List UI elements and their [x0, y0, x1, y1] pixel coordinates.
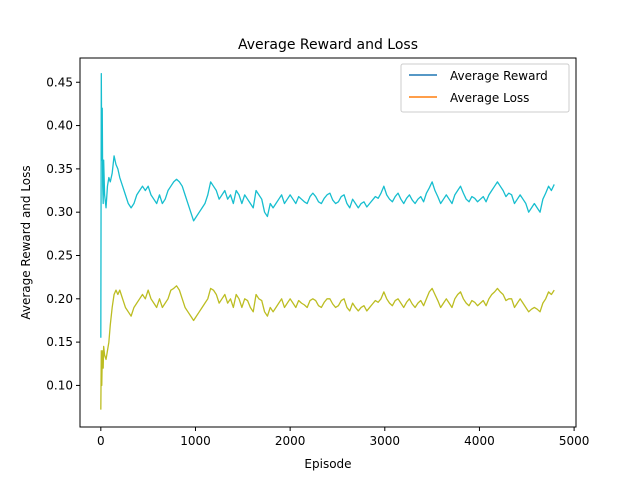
legend-label-average-loss: Average Loss — [450, 91, 529, 105]
y-tick-label: 0.35 — [46, 162, 73, 176]
y-axis-label: Average Reward and Loss — [19, 165, 33, 319]
series-line-1 — [100, 285, 555, 410]
y-tick-label: 0.20 — [46, 292, 73, 306]
y-tick-label: 0.15 — [46, 335, 73, 349]
x-tick-label: 4000 — [464, 434, 495, 448]
chart-title: Average Reward and Loss — [238, 37, 418, 53]
y-axis: 0.10 0.15 0.20 0.25 0.30 0.35 0.40 0.45 — [46, 75, 80, 392]
x-axis-label: Episode — [304, 457, 351, 471]
series-line-0 — [100, 72, 555, 338]
y-tick-label: 0.45 — [46, 75, 73, 89]
x-tick-label: 3000 — [370, 434, 401, 448]
legend-box — [400, 63, 570, 113]
x-tick-label: 2000 — [275, 434, 306, 448]
y-tick-label: 0.40 — [46, 119, 73, 133]
legend-label-average-reward: Average Reward — [450, 69, 548, 83]
x-tick-label: 0 — [97, 434, 105, 448]
y-tick-label: 0.10 — [46, 378, 73, 392]
y-tick-label: 0.25 — [46, 248, 73, 262]
x-tick-label: 5000 — [559, 434, 590, 448]
y-tick-label: 0.30 — [46, 205, 73, 219]
x-axis: 0 1000 2000 3000 4000 5000 — [97, 427, 589, 448]
plot-frame — [79, 57, 577, 428]
series-layer — [100, 72, 555, 410]
x-tick-label: 1000 — [180, 434, 211, 448]
legend: Average Reward Average Loss — [400, 63, 570, 113]
